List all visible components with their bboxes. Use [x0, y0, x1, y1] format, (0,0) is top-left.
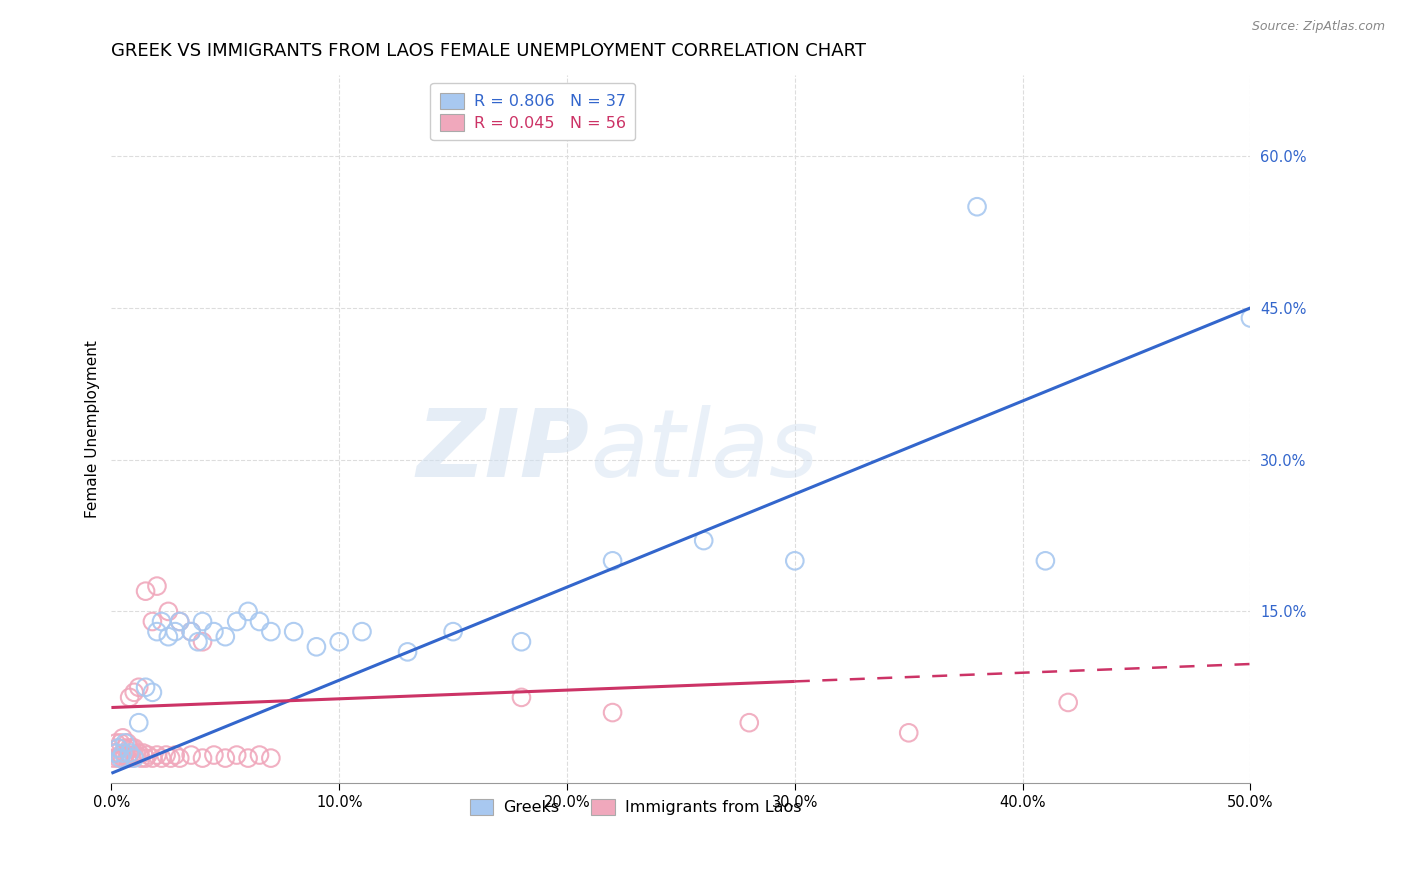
- Point: [180, 624, 202, 639]
- Point: [441, 624, 464, 639]
- Point: [202, 747, 225, 762]
- Point: [150, 615, 173, 629]
- Point: [225, 747, 247, 762]
- Point: [110, 747, 132, 762]
- Legend: Greeks, Immigrants from Laos: Greeks, Immigrants from Laos: [460, 789, 811, 825]
- Point: [260, 624, 283, 639]
- Point: [202, 624, 225, 639]
- Point: [249, 747, 271, 762]
- Point: [128, 680, 150, 694]
- Point: [191, 634, 214, 648]
- Point: [396, 645, 419, 659]
- Point: [165, 624, 187, 639]
- Point: [125, 747, 148, 762]
- Point: [1057, 696, 1080, 710]
- Point: [122, 741, 145, 756]
- Point: [146, 579, 169, 593]
- Point: [187, 634, 209, 648]
- Point: [111, 746, 134, 760]
- Point: [305, 640, 328, 654]
- Point: [157, 630, 180, 644]
- Point: [110, 751, 132, 765]
- Point: [107, 751, 129, 765]
- Point: [107, 741, 129, 756]
- Point: [118, 746, 141, 760]
- Point: [738, 715, 761, 730]
- Point: [117, 751, 139, 765]
- Point: [328, 634, 350, 648]
- Point: [225, 615, 247, 629]
- Point: [510, 634, 533, 648]
- Point: [692, 533, 714, 548]
- Point: [122, 751, 145, 765]
- Point: [103, 751, 125, 765]
- Point: [602, 554, 624, 568]
- Point: [114, 741, 136, 756]
- Point: [135, 751, 157, 765]
- Point: [104, 736, 127, 750]
- Point: [132, 746, 155, 760]
- Point: [107, 741, 129, 756]
- Point: [157, 604, 180, 618]
- Point: [236, 751, 259, 765]
- Point: [141, 751, 163, 765]
- Point: [897, 726, 920, 740]
- Point: [169, 615, 191, 629]
- Point: [165, 747, 187, 762]
- Point: [249, 615, 271, 629]
- Point: [111, 751, 134, 765]
- Point: [118, 741, 141, 756]
- Point: [783, 554, 806, 568]
- Point: [180, 624, 202, 639]
- Point: [236, 604, 259, 618]
- Point: [135, 584, 157, 599]
- Point: [118, 690, 141, 705]
- Point: [114, 747, 136, 762]
- Text: atlas: atlas: [589, 405, 818, 496]
- Point: [129, 751, 152, 765]
- Point: [214, 751, 236, 765]
- Point: [159, 751, 181, 765]
- Point: [135, 680, 157, 694]
- Point: [117, 736, 139, 750]
- Point: [110, 736, 132, 750]
- Point: [104, 746, 127, 760]
- Point: [114, 736, 136, 750]
- Point: [122, 747, 145, 762]
- Text: ZIP: ZIP: [418, 405, 589, 497]
- Point: [128, 715, 150, 730]
- Point: [103, 746, 125, 760]
- Point: [169, 751, 191, 765]
- Point: [510, 690, 533, 705]
- Point: [121, 751, 143, 765]
- Point: [155, 747, 177, 762]
- Point: [1035, 554, 1057, 568]
- Point: [283, 624, 305, 639]
- Point: [122, 685, 145, 699]
- Point: [350, 624, 373, 639]
- Text: Source: ZipAtlas.com: Source: ZipAtlas.com: [1251, 20, 1385, 33]
- Point: [191, 615, 214, 629]
- Y-axis label: Female Unemployment: Female Unemployment: [86, 341, 100, 518]
- Point: [141, 685, 163, 699]
- Point: [169, 615, 191, 629]
- Point: [150, 751, 173, 765]
- Point: [966, 200, 988, 214]
- Point: [121, 741, 143, 756]
- Point: [180, 747, 202, 762]
- Text: GREEK VS IMMIGRANTS FROM LAOS FEMALE UNEMPLOYMENT CORRELATION CHART: GREEK VS IMMIGRANTS FROM LAOS FEMALE UNE…: [111, 42, 866, 60]
- Point: [104, 746, 127, 760]
- Point: [111, 731, 134, 745]
- Point: [128, 746, 150, 760]
- Point: [260, 751, 283, 765]
- Point: [214, 630, 236, 644]
- Point: [146, 624, 169, 639]
- Point: [141, 615, 163, 629]
- Point: [191, 751, 214, 765]
- Point: [146, 747, 169, 762]
- Point: [136, 747, 159, 762]
- Point: [1239, 311, 1261, 326]
- Point: [118, 747, 141, 762]
- Point: [602, 706, 624, 720]
